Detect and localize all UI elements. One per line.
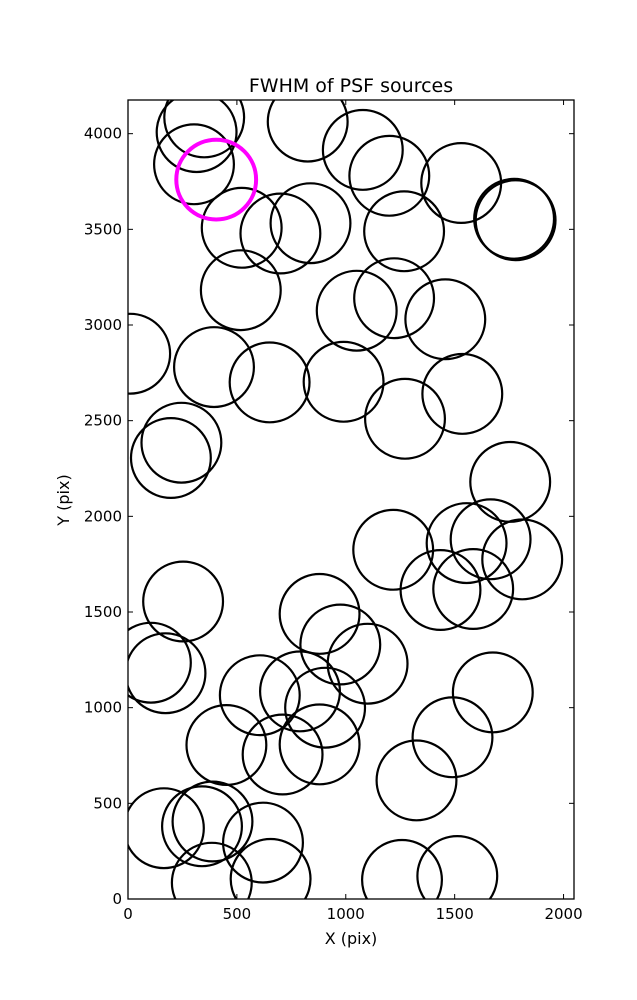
y-tick-label: 4000	[84, 125, 122, 143]
psf-source-circle	[222, 801, 305, 884]
psf-source-circle	[411, 696, 494, 779]
psf-source-circle	[140, 401, 223, 484]
marker-layer	[128, 100, 564, 899]
psf-source-circle	[474, 179, 557, 262]
psf-source-circle	[153, 123, 236, 206]
psf-source-circle	[266, 100, 349, 163]
psf-source-circle	[241, 713, 324, 796]
x-tick-label: 500	[223, 905, 252, 923]
psf-source-circle	[432, 547, 515, 630]
psf-source-circle	[229, 837, 312, 899]
psf-source-circle	[481, 518, 564, 601]
x-axis-label: X (pix)	[325, 929, 378, 948]
psf-source-circle	[218, 654, 301, 737]
psf-source-circle	[302, 340, 385, 423]
y-tick-label: 0	[112, 890, 122, 908]
chart-title: FWHM of PSF sources	[249, 75, 453, 97]
psf-source-circle	[128, 787, 205, 870]
x-axis-ticks: 0 500 1000 1500 2000	[123, 100, 583, 923]
psf-source-circle	[161, 785, 244, 868]
x-tick-label: 1000	[327, 905, 365, 923]
psf-source-circle	[363, 190, 446, 273]
psf-source-circle	[170, 841, 253, 899]
y-tick-label: 2500	[84, 412, 122, 430]
psf-source-circle	[361, 838, 443, 899]
y-axis-label: Y (pix)	[54, 474, 73, 526]
psf-source-circle	[128, 621, 192, 704]
psf-source-circle	[259, 650, 342, 733]
psf-source-circle	[284, 666, 367, 749]
psf-source-circle	[269, 182, 352, 265]
y-axis-ticks: 0 500 1000 1500 2000 2500 3000 3500 4000	[84, 125, 574, 908]
psf-source-circle	[128, 312, 172, 395]
x-tick-label: 1500	[436, 905, 474, 923]
psf-source-circle	[278, 703, 361, 786]
y-tick-label: 1500	[84, 603, 122, 621]
psf-source-circle	[315, 269, 398, 352]
psf-source-circle	[364, 377, 447, 460]
psf-source-circle	[425, 502, 508, 585]
psf-source-circle	[155, 100, 238, 174]
y-tick-label: 3500	[84, 220, 122, 238]
psf-source-circle	[128, 632, 207, 715]
psf-source-circle	[404, 278, 487, 361]
psf-source-circle	[375, 739, 458, 822]
y-tick-label: 1000	[84, 699, 122, 717]
y-tick-label: 500	[93, 794, 122, 812]
psf-source-circle	[129, 417, 212, 500]
psf-source-circle	[278, 572, 361, 655]
psf-source-circle	[321, 108, 404, 191]
psf-source-circle	[473, 177, 556, 260]
psf-source-circle	[163, 100, 246, 159]
highlighted-source-circle	[174, 137, 259, 222]
y-tick-label: 2000	[84, 507, 122, 525]
psf-source-circle	[200, 186, 283, 269]
psf-source-circle	[228, 341, 311, 424]
psf-source-circle	[449, 498, 532, 581]
psf-source-circle	[399, 548, 482, 631]
psf-source-circle	[142, 560, 225, 643]
psf-source-circle	[353, 257, 436, 340]
psf-source-circle	[171, 780, 254, 863]
psf-source-circle	[421, 352, 504, 435]
psf-source-circle	[239, 192, 322, 275]
x-tick-label: 2000	[544, 905, 582, 923]
psf-source-circle	[199, 249, 282, 332]
psf-source-circle	[348, 134, 431, 217]
plot-area	[127, 99, 575, 900]
psf-source-circle	[173, 326, 256, 409]
x-tick-label: 0	[123, 905, 133, 923]
plot-frame	[127, 99, 575, 900]
y-tick-label: 3000	[84, 316, 122, 334]
psf-source-circle	[416, 835, 499, 899]
